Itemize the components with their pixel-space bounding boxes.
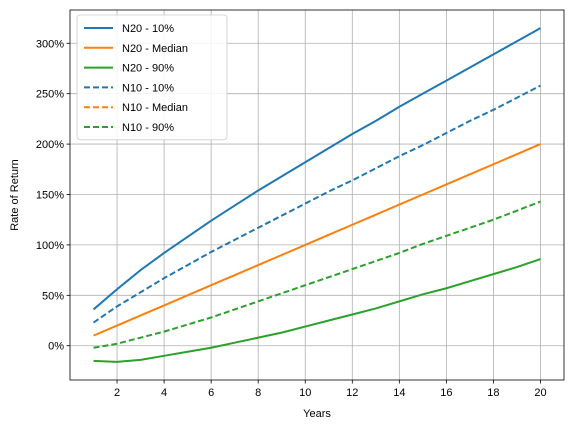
series-line — [92, 27, 541, 311]
x-tick-label: 14 — [393, 387, 405, 399]
legend-frame — [76, 14, 228, 141]
x-tick-label: 20 — [534, 387, 546, 399]
y-tick-label: 100% — [36, 240, 64, 252]
x-tick-label: 6 — [208, 387, 214, 399]
legend-label: N10 - 10% — [122, 82, 174, 94]
x-tick-label: 12 — [346, 387, 358, 399]
legend: N20 - 10% N20 - Median N20 - 90% N10 - 10% N… — [76, 14, 228, 141]
y-tick-label: 200% — [36, 139, 64, 151]
legend-label: N20 - 10% — [122, 23, 174, 35]
legend-label: N10 - Median — [122, 102, 188, 114]
y-tick-label: 150% — [36, 189, 64, 201]
x-tick-label: 18 — [487, 387, 499, 399]
x-tick-label: 8 — [255, 387, 261, 399]
plot-frame — [69, 9, 565, 381]
y-tick-label: 250% — [36, 89, 64, 101]
x-tick-label: 10 — [299, 387, 311, 399]
y-axis-ticks: 0% 50% 100% 150% 200% 250% 300% — [36, 38, 70, 353]
x-tick-label: 2 — [114, 387, 120, 399]
x-tick-label: 4 — [161, 387, 167, 399]
series-line — [92, 84, 541, 324]
x-axis-ticks: 2 4 6 8 10 12 14 16 18 20 — [114, 380, 547, 399]
y-gridlines — [70, 42, 564, 347]
y-axis-label: Rate of Return — [9, 159, 21, 231]
legend-label: N20 - 90% — [122, 63, 174, 75]
series-line — [93, 258, 541, 363]
legend-label: N20 - Median — [122, 43, 188, 55]
legend-label: N10 - 90% — [122, 122, 174, 134]
y-tick-label: 300% — [36, 38, 64, 50]
x-tick-label: 16 — [440, 387, 452, 399]
y-tick-label: 0% — [48, 341, 64, 353]
y-tick-label: 50% — [42, 290, 64, 302]
series-line — [93, 143, 541, 337]
x-axis-label: Years — [303, 408, 331, 420]
series-lines — [92, 27, 541, 363]
series-line — [93, 200, 541, 349]
